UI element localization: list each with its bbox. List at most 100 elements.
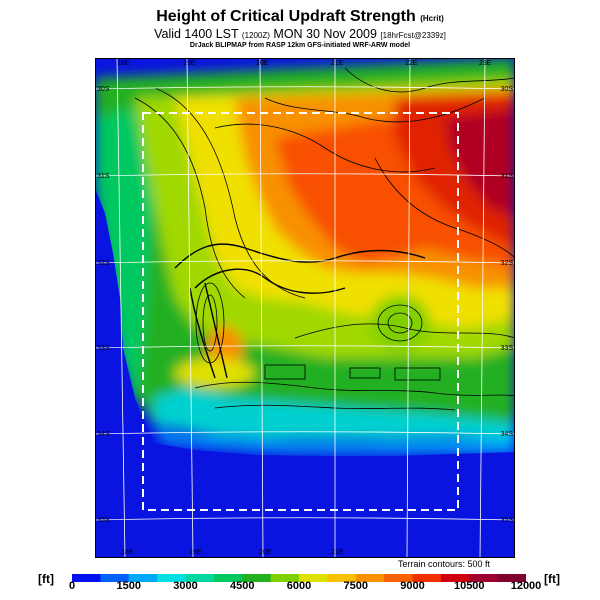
colorbar-swatch [469,574,499,582]
lat-label: 35S [501,517,514,524]
colorbar-swatch [327,574,357,582]
contour-line [294,323,515,339]
colorbar-swatch [384,574,414,582]
colorbar-swatch [242,574,272,582]
model-credit: DrJack BLIPMAP from RASP 12km GFS-initia… [189,42,411,49]
coastline-bay [95,188,155,558]
lon-label: 19E [183,60,196,67]
contour-ring [377,304,423,342]
meridian [259,58,264,558]
colorbar-tick-label: 9000 [400,580,425,592]
lat-lon-grid [95,58,515,558]
valid-fcst: [18hrFcst@2339z] [380,31,446,40]
colorbar-swatch [270,574,300,582]
parallel [95,260,515,264]
lat-label: 31S [501,173,514,180]
valid-time: (1200Z) [241,31,270,40]
colorbar-tick-label: 10500 [453,580,485,592]
lon-labels-top: 18E 19E 20E 21E 22E 23E [117,60,492,67]
parallel [95,517,515,521]
colorbar-tick-label: 3000 [173,580,198,592]
valid-main: Valid 1400 LST [154,27,239,41]
terrain-contour-note: Terrain contours: 500 ft [398,559,491,569]
colorbar-swatch [213,574,243,582]
ocean-south [153,443,515,558]
colorbar-unit-right: [ft] [544,572,560,586]
lat-label: 34S [501,431,514,438]
colorbar-tick-label: 1500 [116,580,141,592]
lon-label: 20E [259,549,272,556]
colorbar-swatch [497,574,526,582]
map-title: Height of Critical Updraft Strength (Hcr… [0,8,600,26]
contour-ring [195,282,225,364]
lat-label: 31S [97,173,110,180]
contour-line [134,97,246,299]
title-text: Height of Critical Updraft Strength [156,8,416,25]
colorbar-tick-label: 7500 [343,580,368,592]
land-coast-cyan [153,388,515,440]
land-field [95,58,515,453]
colorbar-swatch [440,574,470,582]
lat-label: 32S [501,260,514,267]
land-darkred [445,108,515,218]
lat-label: 30S [501,86,514,93]
lon-label: 20E [256,60,269,67]
lon-label: 21E [331,549,344,556]
lon-labels-bottom: 18E 19E 20E 21E [121,549,344,556]
colorbar [72,574,526,582]
colorbar-swatch [157,574,187,582]
lon-label: 21E [331,60,344,67]
colorbar-tick-label: 4500 [230,580,255,592]
inner-domain-box [142,112,459,511]
valid-line: Valid 1400 LST (1200Z) MON 30 Nov 2009 [… [0,27,600,41]
colorbar-swatch [72,574,101,582]
meridian [406,58,411,558]
inland-green-patch [370,295,430,351]
parallel [95,431,515,435]
colorbar-swatch [100,574,130,582]
contour-box [349,367,381,379]
meridian [186,58,194,558]
lat-labels-right: 30S 31S 32S 33S 34S 35S [501,86,514,524]
colorbar-swatch [299,574,328,582]
lon-label: 18E [121,549,134,556]
map-frame [95,58,515,558]
colorbar-swatch [185,574,215,582]
colorbar-swatch [355,574,385,582]
lat-label: 35S [97,517,110,524]
forecast-map: 18E 19E 20E 21E 22E 23E 18E 19E 20E 21E … [95,58,515,558]
contour-ring [202,294,218,352]
lon-label: 18E [117,60,130,67]
parallel [95,86,515,90]
contour-ring [387,312,413,334]
colorbar-tick-label: 0 [68,580,76,592]
title-units: (Hcrit) [420,14,444,23]
valid-date: MON 30 Nov 2009 [273,27,377,41]
colorbar-tick-label: 12000 [510,580,542,592]
contour-line [374,157,515,259]
lat-label: 33S [501,345,514,352]
contour-box [394,367,441,381]
colorbar-tick-label: 6000 [286,580,312,592]
lat-label: 30S [97,86,110,93]
lat-label: 32S [97,260,110,267]
lon-label: 19E [189,549,202,556]
parallel [95,173,515,177]
lat-label: 34S [97,431,110,438]
southcoast-yellow [175,358,255,388]
colorbar-unit-left: [ft] [38,572,54,586]
contour-line [194,268,346,294]
land-west-green [95,108,155,408]
contour-box [264,364,306,380]
lon-label: 22E [405,60,418,67]
lat-label: 33S [97,345,110,352]
meridian [116,58,126,558]
meridian [479,58,486,558]
contour-line [344,67,515,93]
lon-label: 23E [479,60,492,67]
colorbar-swatch [412,574,442,582]
contour-line [214,123,436,173]
colorbar-swatch [128,574,158,582]
lat-labels-left: 30S 31S 32S 33S 34S 35S [97,86,110,524]
land-coast-lightblue [153,430,515,453]
